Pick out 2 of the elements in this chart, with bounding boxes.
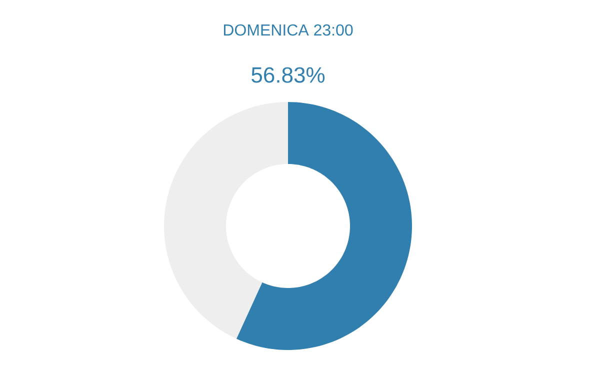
chart-subtitle: 56.83% — [252, 67, 325, 83]
chart-title: DOMENICA 23:00 — [224, 24, 353, 36]
